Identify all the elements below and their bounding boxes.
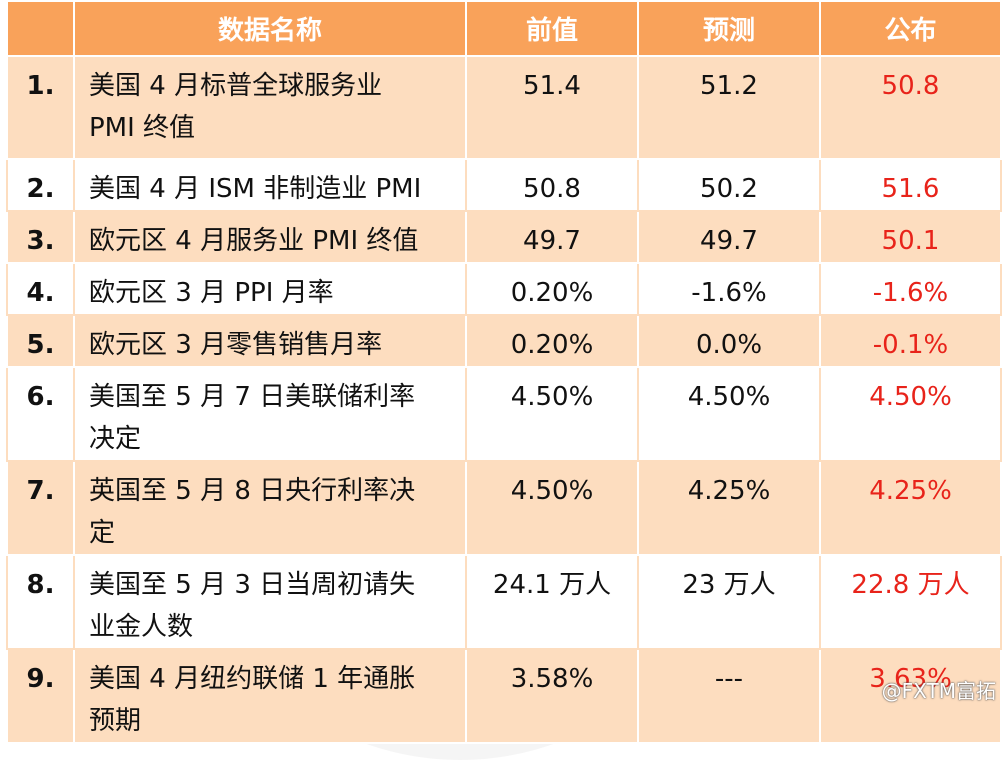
row-name-line: PMI 终值 [89, 113, 196, 143]
row-actual: 50.1 [819, 210, 1002, 264]
header-name: 数据名称 [73, 0, 467, 57]
row-prev: 49.7 [465, 210, 639, 264]
row-actual: 4.50% [819, 366, 1002, 462]
table-row: 4. 欧元区 3 月 PPI 月率 0.20% -1.6% -1.6% [6, 262, 1002, 316]
row-name: 美国 4 月纽约联储 1 年通胀 预期 [73, 648, 467, 744]
row-name-line: 欧元区 3 月 PPI 月率 [89, 278, 334, 308]
row-name-line: 决定 [89, 424, 142, 454]
row-name: 英国至 5 月 8 日央行利率决定 [73, 460, 467, 556]
row-name-line: 业金人数 [89, 612, 194, 642]
row-prev: 4.50% [465, 366, 639, 462]
row-prev: 0.20% [465, 314, 639, 368]
table-row: 5. 欧元区 3 月零售销售月率 0.20% 0.0% -0.1% [6, 314, 1002, 368]
row-name: 美国至 5 月 3 日当周初请失 业金人数 [73, 554, 467, 650]
row-number: 6. [6, 366, 75, 462]
row-name-line: 美国 4 月纽约联储 1 年通胀 [89, 664, 416, 694]
row-name: 欧元区 3 月零售销售月率 [73, 314, 467, 368]
table-row: 9. 美国 4 月纽约联储 1 年通胀 预期 3.58% --- 3.63% [6, 648, 1002, 744]
row-number: 2. [6, 158, 75, 212]
row-actual: 51.6 [819, 158, 1002, 212]
row-name-line: 欧元区 4 月服务业 PMI 终值 [89, 226, 419, 256]
row-name-line: 美国至 5 月 7 日美联储利率 [89, 382, 416, 412]
row-forecast: 4.25% [637, 460, 821, 556]
row-name-line: 定 [89, 518, 116, 548]
row-forecast: 0.0% [637, 314, 821, 368]
row-number: 4. [6, 262, 75, 316]
row-number: 8. [6, 554, 75, 650]
row-name-line: 美国 4 月 ISM 非制造业 PMI [89, 174, 422, 204]
row-forecast: 23 万人 [637, 554, 821, 650]
table-row: 1. 美国 4 月标普全球服务业 PMI 终值 51.4 51.2 50.8 [6, 55, 1002, 160]
row-name: 美国 4 月标普全球服务业 PMI 终值 [73, 55, 467, 160]
row-name-line: 美国至 5 月 3 日当周初请失 [89, 570, 416, 600]
row-prev: 50.8 [465, 158, 639, 212]
table-row: 7. 英国至 5 月 8 日央行利率决定 4.50% 4.25% 4.25% [6, 460, 1002, 556]
row-actual: -1.6% [819, 262, 1002, 316]
row-actual: -0.1% [819, 314, 1002, 368]
row-forecast: 51.2 [637, 55, 821, 160]
row-prev: 51.4 [465, 55, 639, 160]
source-watermark: @FXTM富拓 [881, 679, 996, 703]
header-actual: 公布 [819, 0, 1002, 57]
row-name: 美国 4 月 ISM 非制造业 PMI [73, 158, 467, 212]
row-name: 欧元区 3 月 PPI 月率 [73, 262, 467, 316]
row-forecast: 4.50% [637, 366, 821, 462]
row-actual: 50.8 [819, 55, 1002, 160]
row-name-line: 欧元区 3 月零售销售月率 [89, 330, 383, 360]
row-name-line: 英国至 5 月 8 日央行利率决 [89, 476, 416, 506]
row-actual: 4.25% [819, 460, 1002, 556]
table-row: 6. 美国至 5 月 7 日美联储利率 决定 4.50% 4.50% 4.50% [6, 366, 1002, 462]
row-number: 1. [6, 55, 75, 160]
row-name: 美国至 5 月 7 日美联储利率 决定 [73, 366, 467, 462]
header-prev: 前值 [465, 0, 639, 57]
row-number: 5. [6, 314, 75, 368]
row-forecast: --- [637, 648, 821, 744]
row-actual: 22.8 万人 [819, 554, 1002, 650]
row-prev: 24.1 万人 [465, 554, 639, 650]
row-number: 7. [6, 460, 75, 556]
row-number: 3. [6, 210, 75, 264]
table-row: 3. 欧元区 4 月服务业 PMI 终值 49.7 49.7 50.1 [6, 210, 1002, 264]
table-row: 8. 美国至 5 月 3 日当周初请失 业金人数 24.1 万人 23 万人 22… [6, 554, 1002, 650]
row-name-line: 预期 [89, 706, 142, 736]
header-forecast: 预测 [637, 0, 821, 57]
row-number: 9. [6, 648, 75, 744]
table-row: 2. 美国 4 月 ISM 非制造业 PMI 50.8 50.2 51.6 [6, 158, 1002, 212]
row-name-line: 美国 4 月标普全球服务业 [89, 71, 383, 101]
header-row: 数据名称 前值 预测 公布 [6, 0, 1002, 57]
row-prev: 0.20% [465, 262, 639, 316]
row-prev: 3.58% [465, 648, 639, 744]
row-forecast: 50.2 [637, 158, 821, 212]
row-prev: 4.50% [465, 460, 639, 556]
economic-data-table: 数据名称 前值 预测 公布 1. 美国 4 月标普全球服务业 PMI 终值 51.… [6, 0, 1002, 744]
row-forecast: 49.7 [637, 210, 821, 264]
row-forecast: -1.6% [637, 262, 821, 316]
header-index [6, 0, 75, 57]
row-name: 欧元区 4 月服务业 PMI 终值 [73, 210, 467, 264]
